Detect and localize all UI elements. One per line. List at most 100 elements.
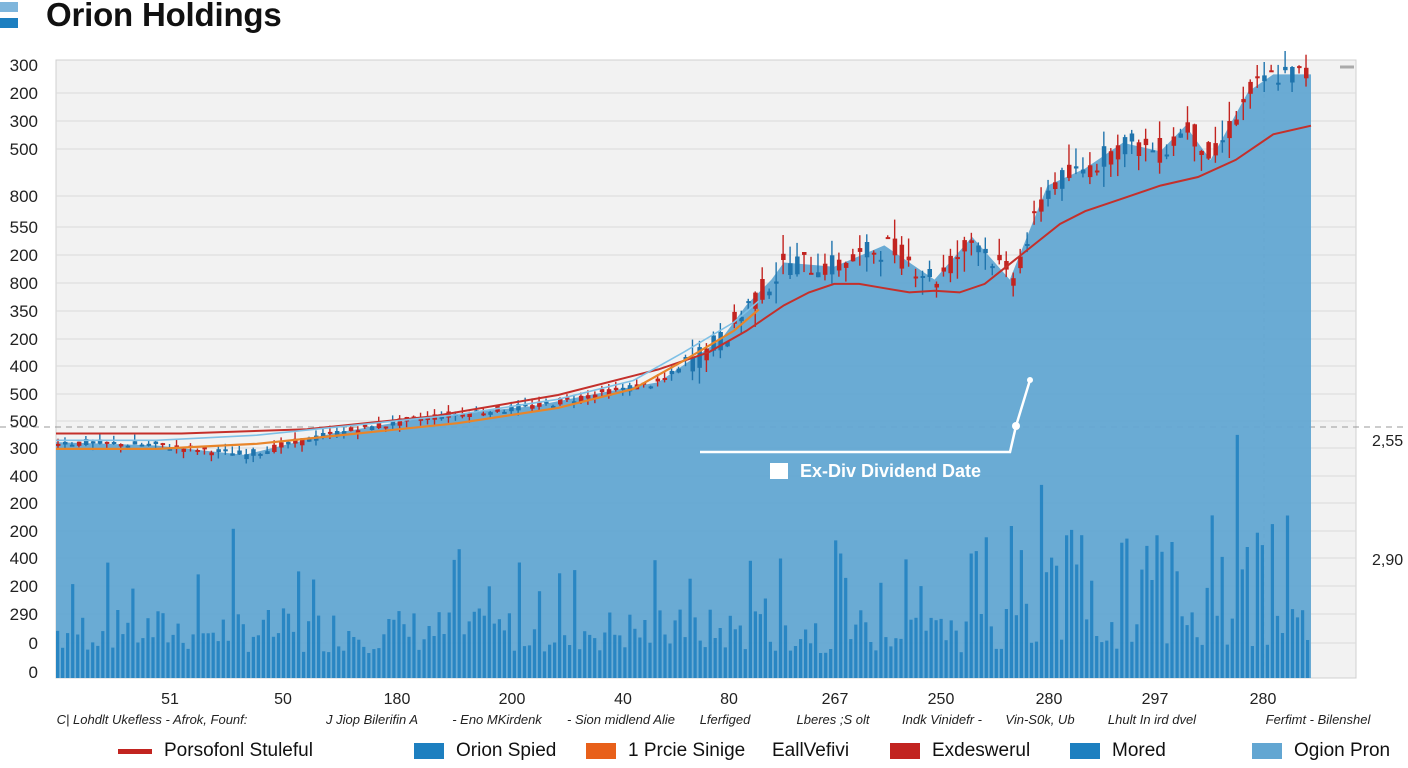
volume-bar [352,637,356,678]
volume-bar [447,612,451,678]
volume-bar [663,634,667,678]
candle-up [627,385,633,392]
volume-bar [673,620,677,678]
candle-down [592,394,598,398]
candle-up [265,451,270,454]
candle-down [293,438,298,444]
candle-up [439,416,444,419]
volume-bar [91,642,95,678]
volume-bar [186,648,190,678]
volume-bar [1039,484,1044,678]
volume-bar [171,634,175,678]
volume-bar [211,632,215,678]
candle-up [167,448,173,451]
volume-bar [251,636,255,678]
volume-bar [1200,644,1204,678]
volume-bar [1275,615,1280,678]
volume-bar [593,638,597,678]
candle-up [1178,133,1183,138]
x-sub-label: Indk Vinidefr - [902,712,983,727]
volume-bar [1029,642,1034,678]
volume-bar [623,647,627,678]
candle-down [355,430,361,434]
candle-up [829,255,835,275]
volume-bar [1009,526,1013,678]
candle-down [76,441,82,446]
volume-bar [472,611,476,678]
volume-bar [743,649,747,678]
candle-down [348,427,354,431]
legend-swatch [890,743,920,759]
volume-bar [1215,615,1219,678]
candle-up [1101,146,1107,167]
candle-down [1185,122,1190,133]
volume-bar [558,573,562,678]
volume-bar [126,622,130,678]
volume-bar [221,619,225,678]
candle-up [488,412,493,415]
volume-bar [121,634,125,678]
volume-bar [1125,538,1129,678]
volume-bar [1210,515,1214,678]
candle-down [871,252,877,255]
volume-bar [693,617,697,678]
y-tick-label: 500 [10,385,38,404]
candle-down [1143,138,1149,146]
x-sub-label: Ferfimt - Bilenshel [1266,712,1372,727]
volume-bar [1290,609,1295,678]
volume-bar [603,632,607,678]
x-sub-label: Lberes ;S olt [797,712,871,727]
y-tick-label: 200 [10,522,38,541]
volume-bar [834,540,838,678]
volume-bar [271,636,276,678]
candle-up [516,404,521,411]
candle-down [613,387,619,390]
legend-item: Exdeswerul [890,740,1030,762]
volume-bar [482,615,486,678]
volume-bar [819,653,823,678]
candle-down [753,292,758,309]
y-tick-label: 200 [10,246,38,265]
volume-bar [1130,641,1134,678]
candle-down [1115,145,1121,160]
candle-down [1004,261,1009,270]
candle-up [864,242,870,258]
volume-bar [703,647,707,678]
volume-bar [1235,434,1239,678]
volume-bar [226,640,230,678]
candle-up [341,431,347,435]
volume-bar [728,615,732,678]
annotation-marker-icon [770,463,788,479]
candle-down [662,378,668,380]
volume-bar [738,625,742,678]
volume-bar [874,650,878,678]
volume-bar [949,620,953,678]
volume-bar [372,649,376,678]
volume-bar [327,652,331,678]
volume-bar [653,560,657,678]
volume-bar [733,629,737,678]
candle-down [558,398,563,405]
candle-up [369,426,375,430]
page-title: Orion Holdings [46,0,282,33]
volume-bar [1220,556,1224,678]
volume-bar [161,613,165,678]
right-axis-label: 2,90 [1372,552,1403,569]
candle-up [990,266,995,269]
chart-legend: Porsofonl Stuleful Orion Spied 1 Prcie Sin… [0,740,1408,768]
legend-item: EallVefivi [772,740,849,762]
candle-down [822,263,828,275]
candle-down [174,445,179,448]
candle-up [237,450,242,455]
volume-bar [286,613,291,678]
legend-label: EallVefivi [772,740,850,761]
volume-bar [954,630,958,678]
x-sub-label: Lferfiged [700,712,751,727]
volume-bar [1085,619,1089,678]
volume-bar [281,608,286,678]
volume-bar [688,578,692,678]
candle-down [781,253,786,260]
volume-bar [758,614,762,678]
volume-bar [598,650,602,678]
volume-bar [884,637,888,678]
